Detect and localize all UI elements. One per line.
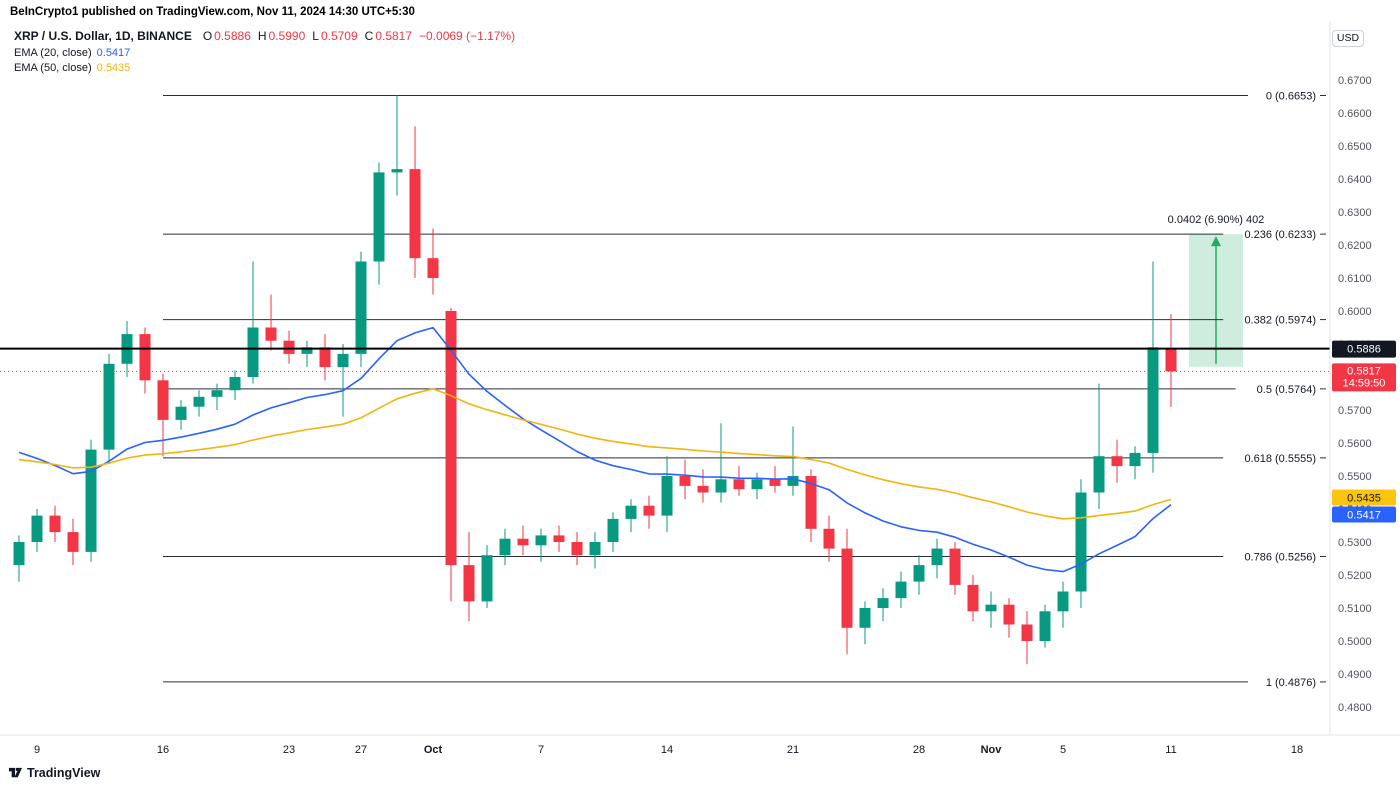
attribution-text: BeInCrypto1 published on TradingView.com… — [10, 6, 415, 18]
chart-legend: XRP / U.S. Dollar, 1D, BINANCE O 0.5886 H 0.… — [14, 29, 517, 75]
ohlc-readout: O 0.5886 H 0.5990 L 0.5709 C 0.5817 −0.0069 (−1.… — [198, 29, 517, 43]
svg-text:0 (0.6653): 0 (0.6653) — [1266, 91, 1316, 103]
svg-text:0.6300: 0.6300 — [1338, 207, 1372, 219]
svg-text:1 (0.4876): 1 (0.4876) — [1266, 677, 1316, 689]
close-value: 0.5817 — [375, 29, 413, 43]
ema50-legend-row[interactable]: EMA (50, close) 0.5435 — [14, 61, 517, 75]
svg-text:0.5300: 0.5300 — [1338, 537, 1372, 549]
svg-text:0.6200: 0.6200 — [1338, 240, 1372, 252]
svg-text:0.382 (0.5974): 0.382 (0.5974) — [1244, 315, 1316, 327]
svg-text:9: 9 — [34, 744, 40, 756]
svg-text:23: 23 — [283, 744, 295, 756]
close-label: C — [364, 29, 374, 43]
svg-text:0.6700: 0.6700 — [1338, 75, 1372, 87]
svg-text:0.5100: 0.5100 — [1338, 603, 1372, 615]
svg-text:14: 14 — [661, 744, 673, 756]
svg-text:0.0402 (6.90%) 402: 0.0402 (6.90%) 402 — [1168, 214, 1265, 226]
tradingview-logo[interactable]: TradingView — [8, 765, 100, 780]
svg-text:11: 11 — [1165, 744, 1176, 756]
tradingview-logo-text: TradingView — [27, 765, 101, 780]
ema50-label: EMA (50, close) — [14, 62, 92, 74]
currency-button[interactable]: USD — [1332, 30, 1364, 47]
svg-text:0.5700: 0.5700 — [1338, 405, 1372, 417]
svg-text:0.4800: 0.4800 — [1338, 702, 1372, 714]
svg-text:18: 18 — [1291, 744, 1303, 756]
time-axis[interactable]: 9 16 23 27 Oct 7 14 21 28 Nov 5 11 18 — [0, 734, 1400, 756]
svg-text:16: 16 — [157, 744, 169, 756]
svg-text:27: 27 — [355, 744, 367, 756]
svg-text:0.5435: 0.5435 — [1347, 492, 1381, 504]
svg-text:Nov: Nov — [981, 744, 1003, 756]
svg-text:7: 7 — [538, 744, 544, 756]
svg-text:21: 21 — [787, 744, 799, 756]
svg-text:28: 28 — [913, 744, 925, 756]
price-axis[interactable]: 0.6700 0.6600 0.6500 0.6400 0.6300 0.6200 0.61… — [1329, 22, 1396, 735]
change-value: −0.0069 (−1.17%) — [419, 29, 516, 43]
svg-text:0.6400: 0.6400 — [1338, 174, 1372, 186]
tradingview-icon — [8, 767, 23, 778]
svg-text:0.6000: 0.6000 — [1338, 306, 1372, 318]
price-projection-box: 0.0402 (6.90%) 402 — [1168, 214, 1265, 367]
svg-text:0.5600: 0.5600 — [1338, 438, 1372, 450]
open-label: O — [202, 29, 213, 43]
svg-text:Oct: Oct — [424, 744, 443, 756]
ema-lines — [18, 326, 1172, 573]
svg-text:0.6500: 0.6500 — [1338, 141, 1372, 153]
svg-text:0.5 (0.5764): 0.5 (0.5764) — [1257, 384, 1316, 396]
svg-text:0.6100: 0.6100 — [1338, 273, 1372, 285]
high-label: H — [257, 29, 267, 43]
low-label: L — [312, 29, 319, 43]
ema20-label: EMA (20, close) — [14, 47, 92, 59]
svg-text:0.5817: 0.5817 — [1347, 365, 1381, 377]
ema50-value: 0.5435 — [96, 62, 131, 74]
candles-layer — [13, 95, 1177, 665]
horizontal-price-lines[interactable] — [0, 347, 1330, 372]
svg-text:0.5500: 0.5500 — [1338, 471, 1372, 483]
ema20-value: 0.5417 — [96, 47, 131, 59]
svg-text:0.6600: 0.6600 — [1338, 108, 1372, 120]
svg-text:0.5417: 0.5417 — [1347, 509, 1381, 521]
symbol-title[interactable]: XRP / U.S. Dollar, 1D, BINANCE — [14, 29, 192, 43]
open-value: 0.5886 — [214, 29, 251, 43]
svg-text:0.236 (0.6233): 0.236 (0.6233) — [1244, 229, 1316, 241]
svg-text:0.5000: 0.5000 — [1338, 636, 1372, 648]
fib-retracement-levels[interactable]: 0 (0.6653) 0.236 (0.6233) 0.382 (0.5974) 0.… — [163, 91, 1326, 689]
ema20-legend-row[interactable]: EMA (20, close) 0.5417 — [14, 46, 517, 60]
svg-text:0.5886: 0.5886 — [1347, 344, 1381, 356]
svg-text:0.786 (0.5256): 0.786 (0.5256) — [1244, 552, 1316, 564]
svg-text:0.5200: 0.5200 — [1338, 570, 1372, 582]
svg-text:0.4900: 0.4900 — [1338, 669, 1372, 681]
svg-text:0.618 (0.5555): 0.618 (0.5555) — [1244, 453, 1316, 465]
svg-text:14:59:50: 14:59:50 — [1343, 377, 1386, 389]
high-value: 0.5990 — [268, 29, 306, 43]
low-value: 0.5709 — [320, 29, 358, 43]
svg-text:5: 5 — [1060, 744, 1066, 756]
